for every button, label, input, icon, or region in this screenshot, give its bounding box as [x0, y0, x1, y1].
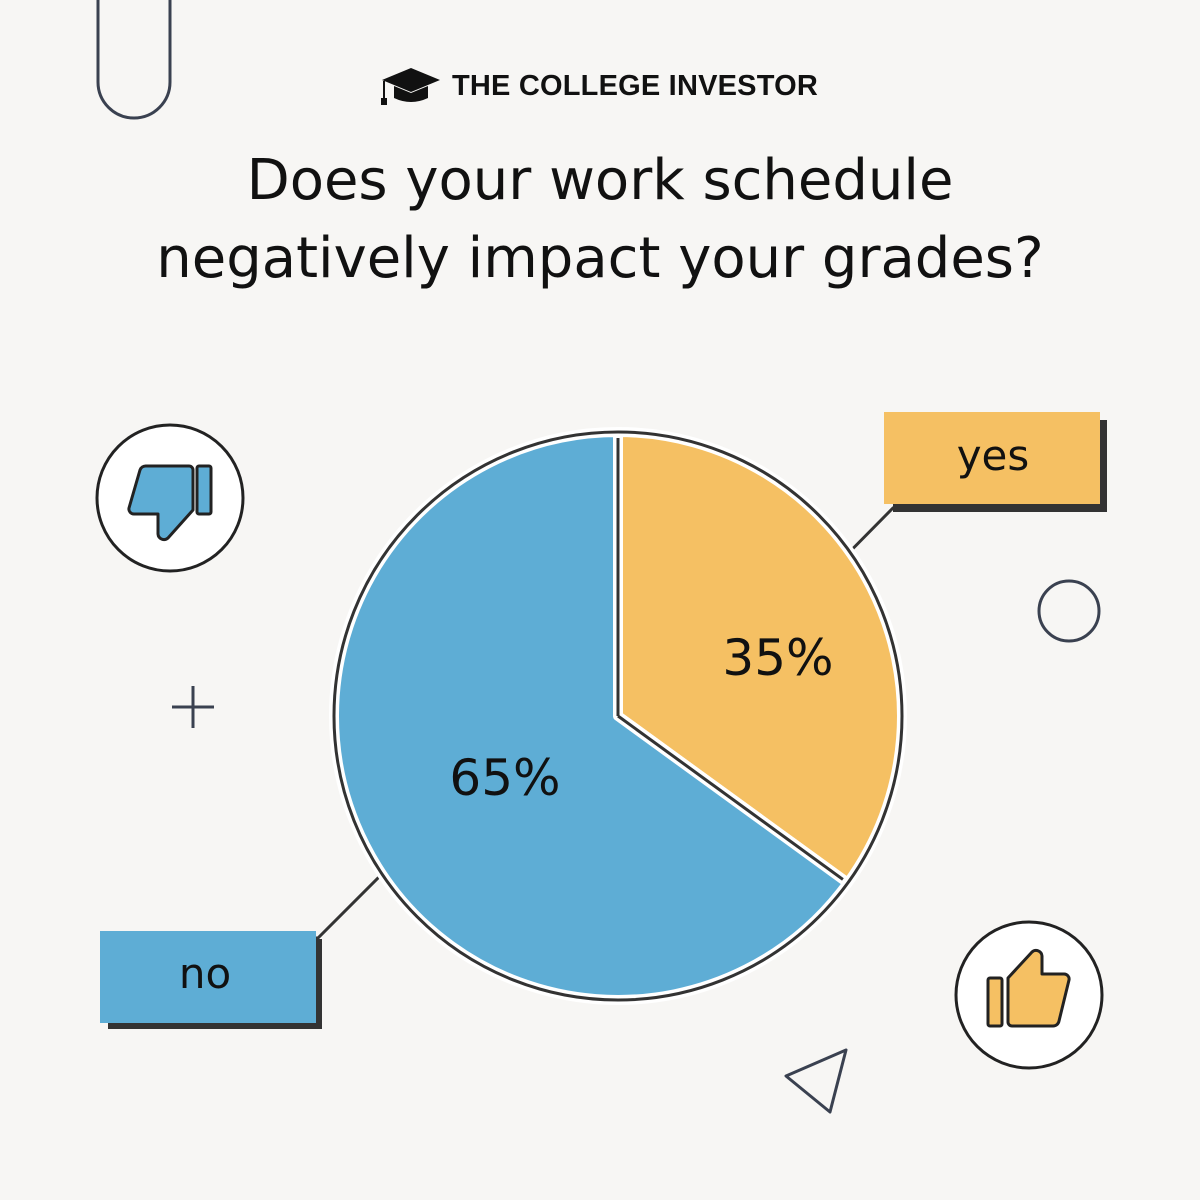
pie-separator-1 — [617, 714, 844, 881]
thumbs-down-badge — [95, 423, 245, 573]
pie-slice-label-yes: 35% — [722, 629, 833, 687]
plus-decoration — [172, 686, 214, 728]
yes-label-box — [884, 412, 1100, 504]
circle-decoration — [1037, 579, 1101, 643]
brand-logo: THE COLLEGE INVESTOR — [380, 64, 818, 108]
triangle-decoration — [784, 1048, 848, 1114]
thumbs-up-badge — [954, 920, 1104, 1070]
thumbs-up-icon — [986, 948, 1071, 1028]
no-legend-label: no — [179, 949, 231, 998]
pill-decoration — [96, 0, 172, 120]
pie-slice-label-no: 65% — [449, 749, 560, 807]
title-line-2: negatively impact your grades? — [156, 226, 1044, 291]
brand-name: THE COLLEGE INVESTOR — [452, 69, 819, 102]
graduation-cap-icon — [381, 68, 440, 105]
thumbs-down-icon — [127, 464, 213, 542]
title-line-1: Does your work schedule — [246, 148, 954, 213]
pie-chart — [329, 427, 907, 1005]
yes-legend-label: yes — [957, 431, 1030, 480]
pie-outline — [332, 430, 904, 1002]
page-title: Does your work schedule negatively impac… — [0, 142, 1200, 298]
no-label-box — [100, 931, 316, 1023]
